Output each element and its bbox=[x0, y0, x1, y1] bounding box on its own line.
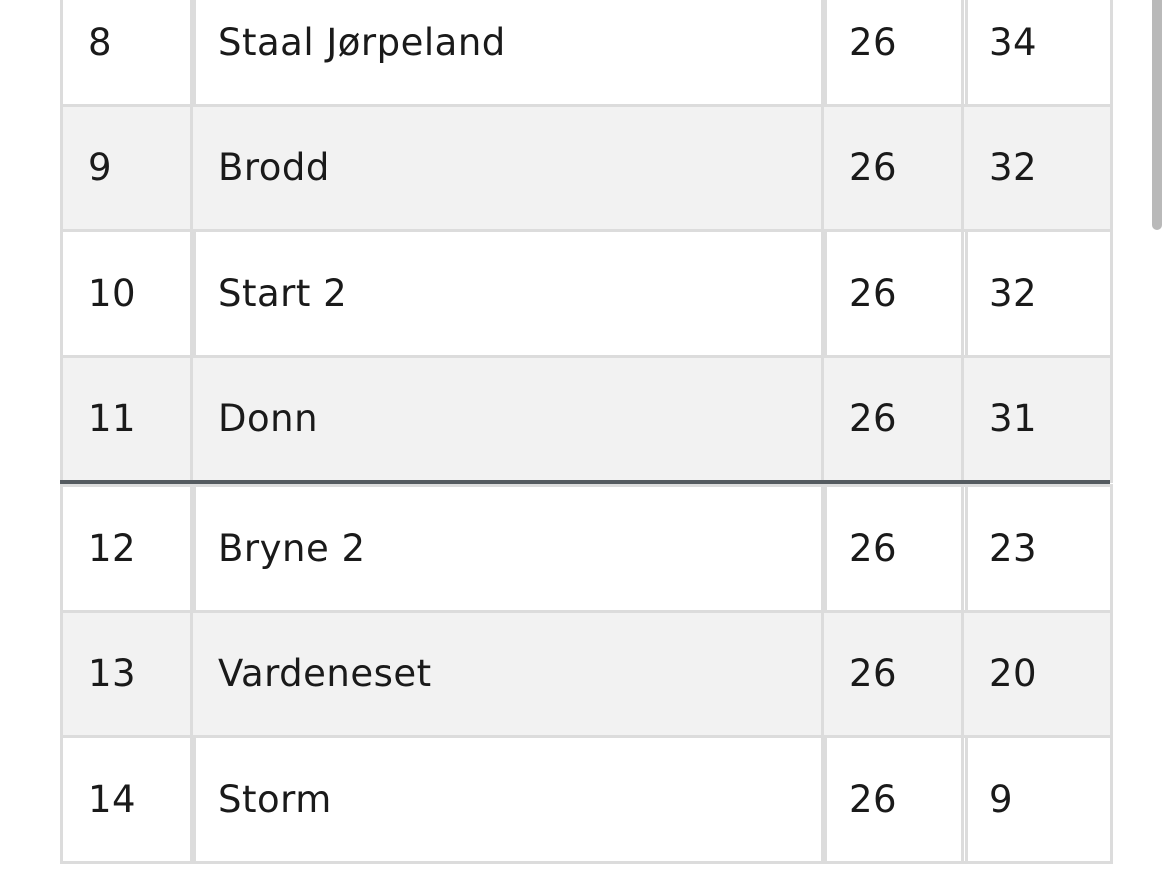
number-cell: 26 bbox=[821, 103, 968, 232]
team-cell: Staal Jørpeland bbox=[190, 0, 827, 107]
number-cell: 20 bbox=[961, 609, 1113, 738]
number-cell: 32 bbox=[961, 103, 1113, 232]
number-cell: 26 bbox=[821, 354, 968, 483]
number-cell: 26 bbox=[821, 0, 968, 107]
number-cell: 26 bbox=[821, 229, 968, 358]
team-cell: Donn bbox=[190, 354, 827, 483]
number-cell: 34 bbox=[961, 0, 1113, 107]
number-cell: 12 bbox=[60, 484, 196, 613]
scrollbar[interactable] bbox=[1152, 0, 1162, 230]
number-cell: 31 bbox=[961, 354, 1113, 483]
number-cell: 9 bbox=[60, 103, 196, 232]
team-cell: Start 2 bbox=[190, 229, 827, 358]
number-cell: 26 bbox=[821, 484, 968, 613]
team-cell: Storm bbox=[190, 735, 827, 864]
number-cell: 23 bbox=[961, 484, 1113, 613]
number-cell: 32 bbox=[961, 229, 1113, 358]
number-cell: 10 bbox=[60, 229, 196, 358]
number-cell: 26 bbox=[821, 609, 968, 738]
number-cell: 11 bbox=[60, 354, 196, 483]
table-divider bbox=[60, 479, 1110, 485]
number-cell: 13 bbox=[60, 609, 196, 738]
number-cell: 9 bbox=[961, 735, 1113, 864]
team-cell: Bryne 2 bbox=[190, 484, 827, 613]
number-cell: 14 bbox=[60, 735, 196, 864]
number-cell: 26 bbox=[821, 735, 968, 864]
team-cell: Vardeneset bbox=[190, 609, 827, 738]
number-cell: 8 bbox=[60, 0, 196, 107]
team-cell: Brodd bbox=[190, 103, 827, 232]
